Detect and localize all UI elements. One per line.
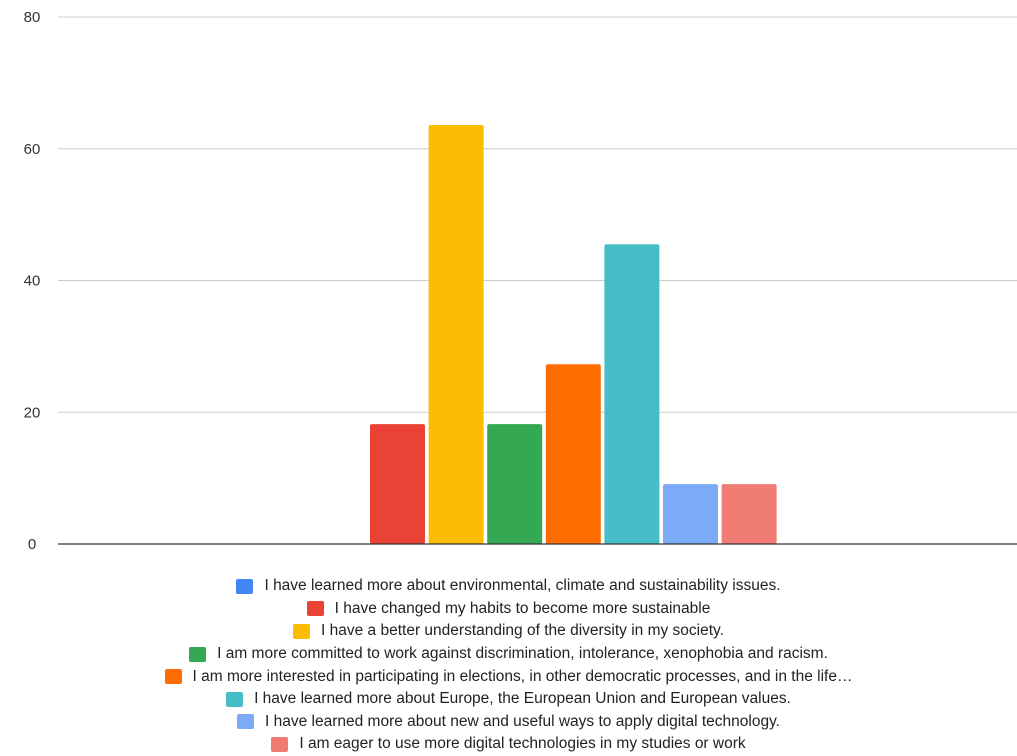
legend-item: I am more interested in participating in…	[0, 665, 1017, 688]
legend-item: I have learned more about environmental,…	[0, 575, 1017, 598]
legend-label: I have a better understanding of the div…	[321, 622, 724, 640]
bar-3	[428, 125, 484, 544]
bar-chart: 0 20 40 60 80	[24, 9, 1017, 553]
y-tick-label: 0	[28, 536, 36, 553]
legend-label: I have changed my habits to become more …	[334, 599, 711, 617]
legend-swatch	[164, 669, 182, 685]
legend-item: I have a better understanding of the div…	[0, 620, 1017, 643]
y-tick-label: 20	[24, 404, 41, 421]
bar-2	[370, 424, 425, 544]
legend-swatch	[306, 601, 324, 617]
legend-swatch	[237, 714, 254, 730]
bar-6	[604, 244, 660, 545]
legend-swatch	[293, 623, 311, 639]
legend-item: I have changed my habits to become more …	[0, 598, 1017, 621]
bar-7	[663, 484, 718, 544]
legend: I have learned more about environmental,…	[0, 575, 1017, 756]
legend-label: I am more committed to work against disc…	[217, 645, 828, 663]
legend-swatch	[271, 736, 289, 752]
legend-item: I am eager to use more digital technolog…	[0, 733, 1017, 756]
bar-8	[721, 484, 777, 544]
legend-item: I am more committed to work against disc…	[0, 643, 1017, 666]
legend-swatch	[189, 646, 207, 662]
bar-4	[487, 424, 543, 544]
y-tick-label: 80	[24, 9, 41, 26]
legend-item: I have learned more about new and useful…	[0, 711, 1017, 734]
legend-label: I am more interested in participating in…	[192, 667, 853, 685]
legend-label: I have learned more about Europe, the Eu…	[254, 690, 791, 708]
y-tick-label: 60	[24, 141, 41, 158]
legend-item: I have learned more about Europe, the Eu…	[0, 688, 1017, 711]
legend-swatch	[236, 578, 254, 594]
y-tick-label: 40	[24, 273, 41, 290]
legend-label: I have learned more about environmental,…	[264, 577, 781, 595]
legend-label: I have learned more about new and useful…	[265, 712, 780, 730]
bar-5	[545, 364, 601, 544]
legend-label: I am eager to use more digital technolog…	[299, 735, 746, 753]
legend-swatch	[226, 691, 244, 707]
